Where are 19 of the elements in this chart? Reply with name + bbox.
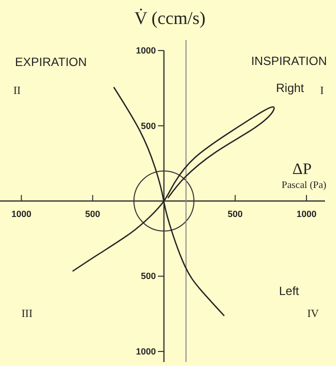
annotation: IV (307, 308, 319, 320)
text: Left (278, 284, 300, 298)
y-tick-label: 1000 (136, 46, 156, 56)
series-label: Right (276, 81, 305, 95)
y-axis-title: V̇ (ccm/s) (134, 8, 206, 28)
y-tick-label: 500 (140, 271, 156, 282)
x-tick-label: 500 (228, 209, 243, 219)
annotation: INSPIRATION (251, 54, 327, 68)
annotation: II (13, 85, 21, 97)
x-tick-label: 1000 (11, 209, 32, 219)
x-tick-label: 500 (85, 209, 100, 219)
annotation: Pascal (Pa) (282, 180, 326, 191)
x-axis-title: ΔP (292, 161, 312, 178)
annotation: EXPIRATION (15, 55, 87, 69)
y-tick-label: 1000 (136, 346, 156, 356)
x-tick-label: 1000 (296, 209, 316, 219)
annotation: III (22, 308, 33, 320)
y-tick-label: 500 (140, 120, 156, 131)
annotation: I (320, 85, 324, 97)
